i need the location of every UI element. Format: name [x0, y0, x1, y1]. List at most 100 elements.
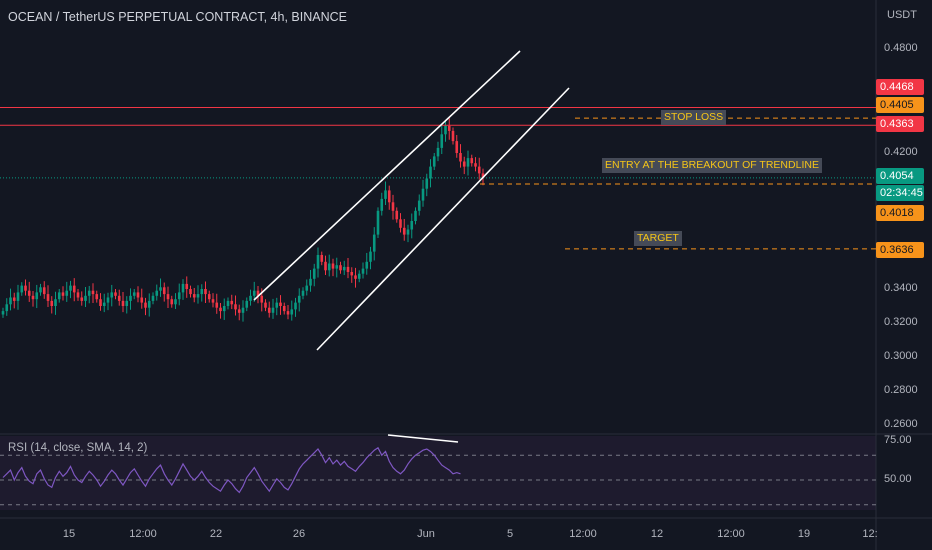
candle-body — [144, 302, 147, 308]
price-tick: 0.3200 — [884, 316, 918, 328]
candle-body — [447, 125, 451, 131]
candle-body — [219, 307, 222, 312]
time-tick: 12:00 — [129, 528, 157, 540]
candle-body — [147, 300, 151, 308]
time-tick: 12: — [862, 528, 878, 540]
candle-body — [132, 292, 136, 296]
candle-body — [185, 283, 189, 289]
entry-price-tag: 0.4018 — [876, 205, 924, 221]
candle-body — [106, 297, 110, 303]
candle-body — [294, 302, 297, 310]
rsi-legend[interactable]: RSI (14, close, SMA, 14, 2) — [8, 442, 148, 454]
candle-body — [372, 234, 376, 252]
candle-body — [466, 158, 470, 167]
candle-body — [365, 261, 369, 269]
candle-body — [69, 285, 72, 291]
candle-body — [271, 307, 275, 313]
candle-body — [99, 299, 102, 306]
candle-body — [24, 285, 27, 291]
target-price-tag: 0.3636 — [876, 242, 924, 258]
candle-body — [350, 272, 354, 276]
candle-body — [5, 304, 9, 312]
time-tick: 19 — [797, 528, 811, 540]
candle-body — [110, 292, 114, 298]
candle-body — [245, 300, 249, 308]
candle-body — [421, 188, 425, 201]
candle-body — [76, 292, 80, 298]
candle-body — [249, 295, 252, 301]
candle-body — [399, 219, 402, 228]
candle-body — [361, 268, 365, 274]
rsi-tick: 50.00 — [884, 473, 912, 485]
candle-body — [391, 202, 395, 211]
candle-body — [410, 221, 414, 230]
stop-loss-label[interactable]: STOP LOSS — [661, 110, 727, 125]
candle-body — [432, 156, 436, 167]
rsi-line — [2, 446, 461, 494]
candle-body — [35, 292, 39, 300]
candle-body — [196, 294, 200, 298]
candle-body — [440, 134, 444, 148]
candle-body — [230, 300, 234, 305]
entry-label[interactable]: ENTRY AT THE BREAKOUT OF TRENDLINE — [602, 158, 822, 173]
candle-body — [95, 294, 99, 300]
candle-body — [12, 297, 16, 301]
stop-loss-price-tag: 0.4405 — [876, 97, 924, 113]
candle-body — [339, 265, 342, 271]
price-tick: 0.4800 — [884, 42, 918, 54]
candle-body — [320, 255, 324, 262]
time-tick: 12:00 — [569, 528, 597, 540]
candle-body — [429, 166, 432, 179]
candle-body — [140, 297, 144, 303]
resistance-price-tag: 0.4363 — [876, 116, 924, 132]
candle-body — [39, 287, 42, 293]
candle-body — [151, 295, 155, 301]
candle-body — [264, 302, 267, 308]
bar-countdown: 02:34:45 — [876, 185, 924, 201]
candle-body — [376, 210, 380, 235]
candle-body — [87, 290, 91, 296]
candle-body — [335, 265, 339, 269]
chart-title: OCEAN / TetherUS PERPETUAL CONTRACT, 4h,… — [8, 10, 347, 24]
candle-body — [297, 295, 301, 303]
candle-body — [286, 311, 290, 315]
target-label[interactable]: TARGET — [634, 231, 682, 246]
channel-lower-line — [316, 87, 570, 351]
candle-body — [384, 190, 387, 199]
candle-body — [166, 294, 170, 300]
candle-body — [301, 290, 305, 296]
candle-body — [327, 263, 331, 271]
candle-body — [211, 299, 215, 303]
candle-body — [31, 295, 35, 300]
time-tick: 5 — [506, 528, 514, 540]
time-tick: 12 — [650, 528, 664, 540]
price-tick: 0.3000 — [884, 350, 918, 362]
candle-body — [174, 299, 177, 305]
candle-body — [61, 292, 65, 296]
candle-body — [324, 261, 327, 271]
candle-body — [170, 299, 174, 305]
candle-body — [241, 307, 245, 313]
candle-body — [80, 297, 84, 301]
candle-body — [117, 295, 121, 301]
candle-body — [275, 302, 279, 308]
time-tick: 15 — [62, 528, 76, 540]
candle-body — [470, 158, 474, 164]
candle-body — [312, 268, 316, 279]
candle-body — [267, 307, 271, 313]
resistance-price-tag: 0.4468 — [876, 79, 924, 95]
candle-body — [200, 289, 204, 295]
candle-body — [387, 190, 391, 203]
candle-body — [20, 285, 24, 293]
candle-body — [42, 287, 46, 295]
channel-upper-line — [253, 50, 521, 301]
time-tick: 12:00 — [717, 528, 745, 540]
candle-body — [226, 300, 230, 306]
candle-body — [252, 290, 256, 296]
candle-body — [354, 275, 357, 279]
candle-body — [425, 178, 429, 189]
candle-body — [305, 285, 309, 291]
